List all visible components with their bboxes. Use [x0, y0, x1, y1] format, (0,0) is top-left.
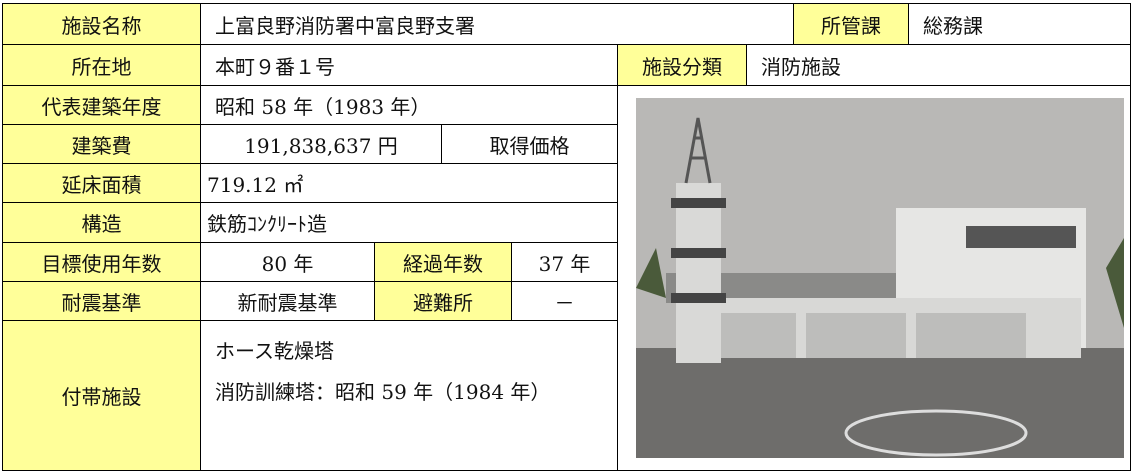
value: 総務課 [908, 3, 1131, 45]
value: 719.12 ㎡ [200, 163, 618, 203]
label: 建築費 [2, 124, 201, 164]
label: 所在地 [2, 44, 201, 86]
label: 避難所 [374, 281, 512, 321]
list-item: 消防訓練塔：昭和 59 年（1984 年） [215, 380, 551, 404]
value: 本町９番１号 [200, 44, 618, 86]
label: 耐震基準 [2, 281, 201, 321]
value: 上富良野消防署中富良野支署 [200, 3, 794, 45]
label: 代表建築年度 [2, 85, 201, 125]
label: 所管課 [793, 3, 909, 45]
list-item: ホース乾燥塔 [215, 339, 334, 363]
value: 191,838,637 円 [200, 124, 442, 164]
label: 施設分類 [617, 44, 747, 86]
label: 目標使用年数 [2, 242, 201, 282]
label: 施設名称 [2, 3, 201, 45]
value: － [511, 281, 618, 321]
label: 延床面積 [2, 163, 201, 203]
photo-cell [617, 85, 1131, 471]
value: 新耐震基準 [200, 281, 375, 321]
value-list: ホース乾燥塔 消防訓練塔：昭和 59 年（1984 年） [200, 320, 618, 471]
label: 経過年数 [374, 242, 512, 282]
label: 構造 [2, 202, 201, 243]
note-label: 取得価格 [441, 124, 618, 164]
value: 80 年 [200, 242, 375, 282]
value: 37 年 [511, 242, 618, 282]
value: 昭和 58 年（1983 年） [200, 85, 618, 125]
label: 付帯施設 [2, 320, 201, 471]
value: 鉄筋ｺﾝｸﾘｰﾄ造 [200, 202, 618, 243]
value: 消防施設 [746, 44, 1131, 86]
photo [636, 98, 1124, 458]
